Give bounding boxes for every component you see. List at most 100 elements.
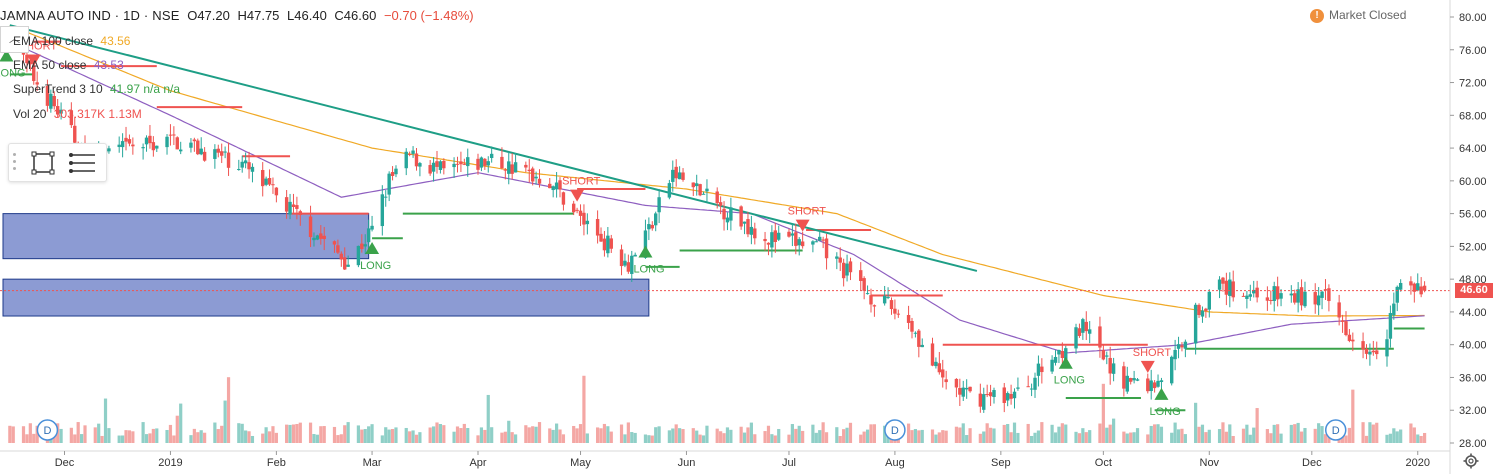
legend-ema100[interactable]: EMA 100 close 43.56 <box>13 34 130 48</box>
volume-bar <box>203 432 207 443</box>
volume-bar <box>336 435 340 443</box>
volume-bar <box>189 435 193 443</box>
drawing-toolbox[interactable] <box>8 143 107 182</box>
candle-body <box>746 219 750 235</box>
candle-body <box>906 315 911 323</box>
candle-body <box>698 184 702 196</box>
candle-body <box>1313 292 1317 305</box>
volume-bar <box>462 423 466 443</box>
drag-handle-icon[interactable] <box>13 160 16 163</box>
candle-body <box>835 256 839 259</box>
gear-icon[interactable] <box>1463 453 1479 469</box>
legend-supertrend[interactable]: SuperTrend 3 10 41.97 n/a n/a <box>13 82 180 96</box>
candle-body <box>657 197 661 213</box>
candle-body <box>452 163 456 168</box>
candle-body <box>384 196 388 198</box>
legend-volume-value: 303.317K 1.13M <box>53 107 142 121</box>
candle-body <box>291 204 296 207</box>
volume-bar <box>298 422 302 443</box>
candle-body <box>387 173 391 195</box>
volume-bar <box>982 431 986 443</box>
candle-body <box>513 162 518 173</box>
candle-body <box>1272 286 1276 301</box>
volume-bar <box>442 425 446 443</box>
candle-body <box>1368 351 1372 355</box>
volume-bar <box>654 427 658 443</box>
text-lines-icon[interactable] <box>69 152 97 174</box>
dividend-marker-label: D <box>891 425 899 437</box>
volume-bar <box>141 422 145 443</box>
volume-bar <box>1194 402 1198 443</box>
drag-handle-icon[interactable] <box>13 167 16 170</box>
candle-body <box>175 137 179 150</box>
candle-body <box>1207 291 1211 310</box>
volume-bar <box>476 435 480 443</box>
volume-bar <box>117 435 121 443</box>
volume-bar <box>1412 427 1416 443</box>
candle-body <box>872 305 877 307</box>
candle-body <box>633 254 637 257</box>
legend-ema50[interactable]: EMA 50 close 43.53 <box>13 58 124 72</box>
volume-bar <box>452 431 456 443</box>
rectangle-tool-icon[interactable] <box>31 151 55 175</box>
volume-bar <box>1361 422 1365 443</box>
candle-body <box>1152 382 1157 389</box>
candle-body <box>742 221 747 224</box>
volume-bar <box>763 431 767 443</box>
drag-handle-icon[interactable] <box>13 153 16 156</box>
y-tick-label: 60.00 <box>1459 176 1487 188</box>
candle-body <box>718 202 723 206</box>
candle-body <box>196 140 200 155</box>
candle-body <box>32 65 36 81</box>
candle-body <box>1060 351 1065 359</box>
candle-body <box>643 230 648 258</box>
volume-bar <box>319 426 323 443</box>
candle-body <box>172 134 176 136</box>
short-signal-label: SHORT <box>562 176 601 188</box>
volume-bar <box>537 422 542 443</box>
candle-body <box>1337 302 1341 318</box>
volume-bar <box>934 434 938 443</box>
y-tick-label: 64.00 <box>1459 143 1487 155</box>
candle-body <box>988 392 993 397</box>
volume-bar <box>503 431 507 443</box>
volume-bar <box>719 431 723 443</box>
candle-body <box>1009 393 1013 399</box>
candle-body <box>25 54 29 64</box>
candle-body <box>968 386 972 392</box>
volume-bar <box>619 424 624 443</box>
candle-body <box>28 61 33 65</box>
x-tick-label: Sep <box>991 457 1011 469</box>
candle-body <box>1053 356 1058 363</box>
volume-bar <box>787 434 791 443</box>
candle-body <box>435 161 439 167</box>
candle-body <box>1005 393 1010 401</box>
symbol-title[interactable]: JAMNA AUTO IND · 1D · NSE <box>0 8 180 23</box>
volume-bar <box>968 428 972 443</box>
candle-body <box>1183 341 1188 349</box>
candle-body <box>1074 327 1078 349</box>
volume-bar <box>244 430 248 443</box>
volume-bar <box>1081 428 1085 443</box>
volume-bar <box>753 434 757 443</box>
market-status[interactable]: ! Market Closed <box>1310 8 1406 23</box>
candle-body <box>821 239 825 241</box>
candle-body <box>438 161 443 170</box>
volume-bar <box>674 424 678 443</box>
volume-bar <box>606 426 610 443</box>
legend-ema100-value: 43.56 <box>100 34 131 48</box>
candle-body <box>202 151 207 161</box>
volume-bar <box>155 428 159 443</box>
legend-volume[interactable]: Vol 20 303.317K 1.13M <box>13 107 142 121</box>
volume-bar <box>1419 435 1423 443</box>
collapse-legend-button[interactable]: ︿ <box>0 26 29 53</box>
volume-bar <box>411 430 415 443</box>
volume-bar <box>1368 422 1372 443</box>
candle-body <box>623 260 627 266</box>
volume-bar <box>554 423 559 443</box>
volume-bar <box>390 429 395 443</box>
candle-body <box>530 168 535 182</box>
volume-bar <box>124 430 128 443</box>
